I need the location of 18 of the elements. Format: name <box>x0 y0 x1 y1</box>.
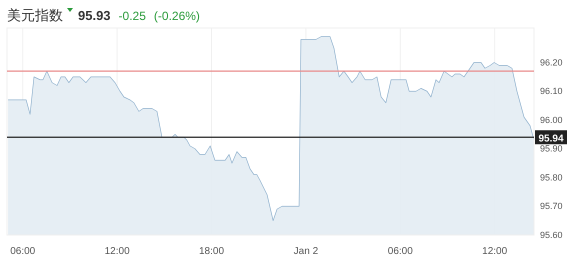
x-tick-label: Jan 2 <box>294 246 319 258</box>
y-tick-label: 96.10 <box>540 86 563 96</box>
x-tick-label: 06:00 <box>388 246 414 258</box>
x-tick-label: 12:00 <box>104 246 130 258</box>
text: -0.25 <box>118 9 146 23</box>
chart-title: 美元指数 <box>7 7 63 23</box>
y-tick-label: 95.80 <box>540 172 563 182</box>
text: (-0.26%) <box>154 9 200 23</box>
y-tick-label: 96.20 <box>540 57 563 68</box>
x-tick-label: 18:00 <box>198 246 224 258</box>
y-tick-label: 96.00 <box>540 114 563 125</box>
x-tick-label: 12:00 <box>482 246 508 258</box>
y-tick-label: 95.70 <box>540 201 563 212</box>
y-tick-label: 95.90 <box>540 144 563 154</box>
text: 95.93 <box>78 8 111 23</box>
y-tick-label: 95.60 <box>540 230 563 240</box>
x-tick-label: 06:00 <box>10 246 36 258</box>
ref-line-label: 95.94 <box>538 133 564 144</box>
